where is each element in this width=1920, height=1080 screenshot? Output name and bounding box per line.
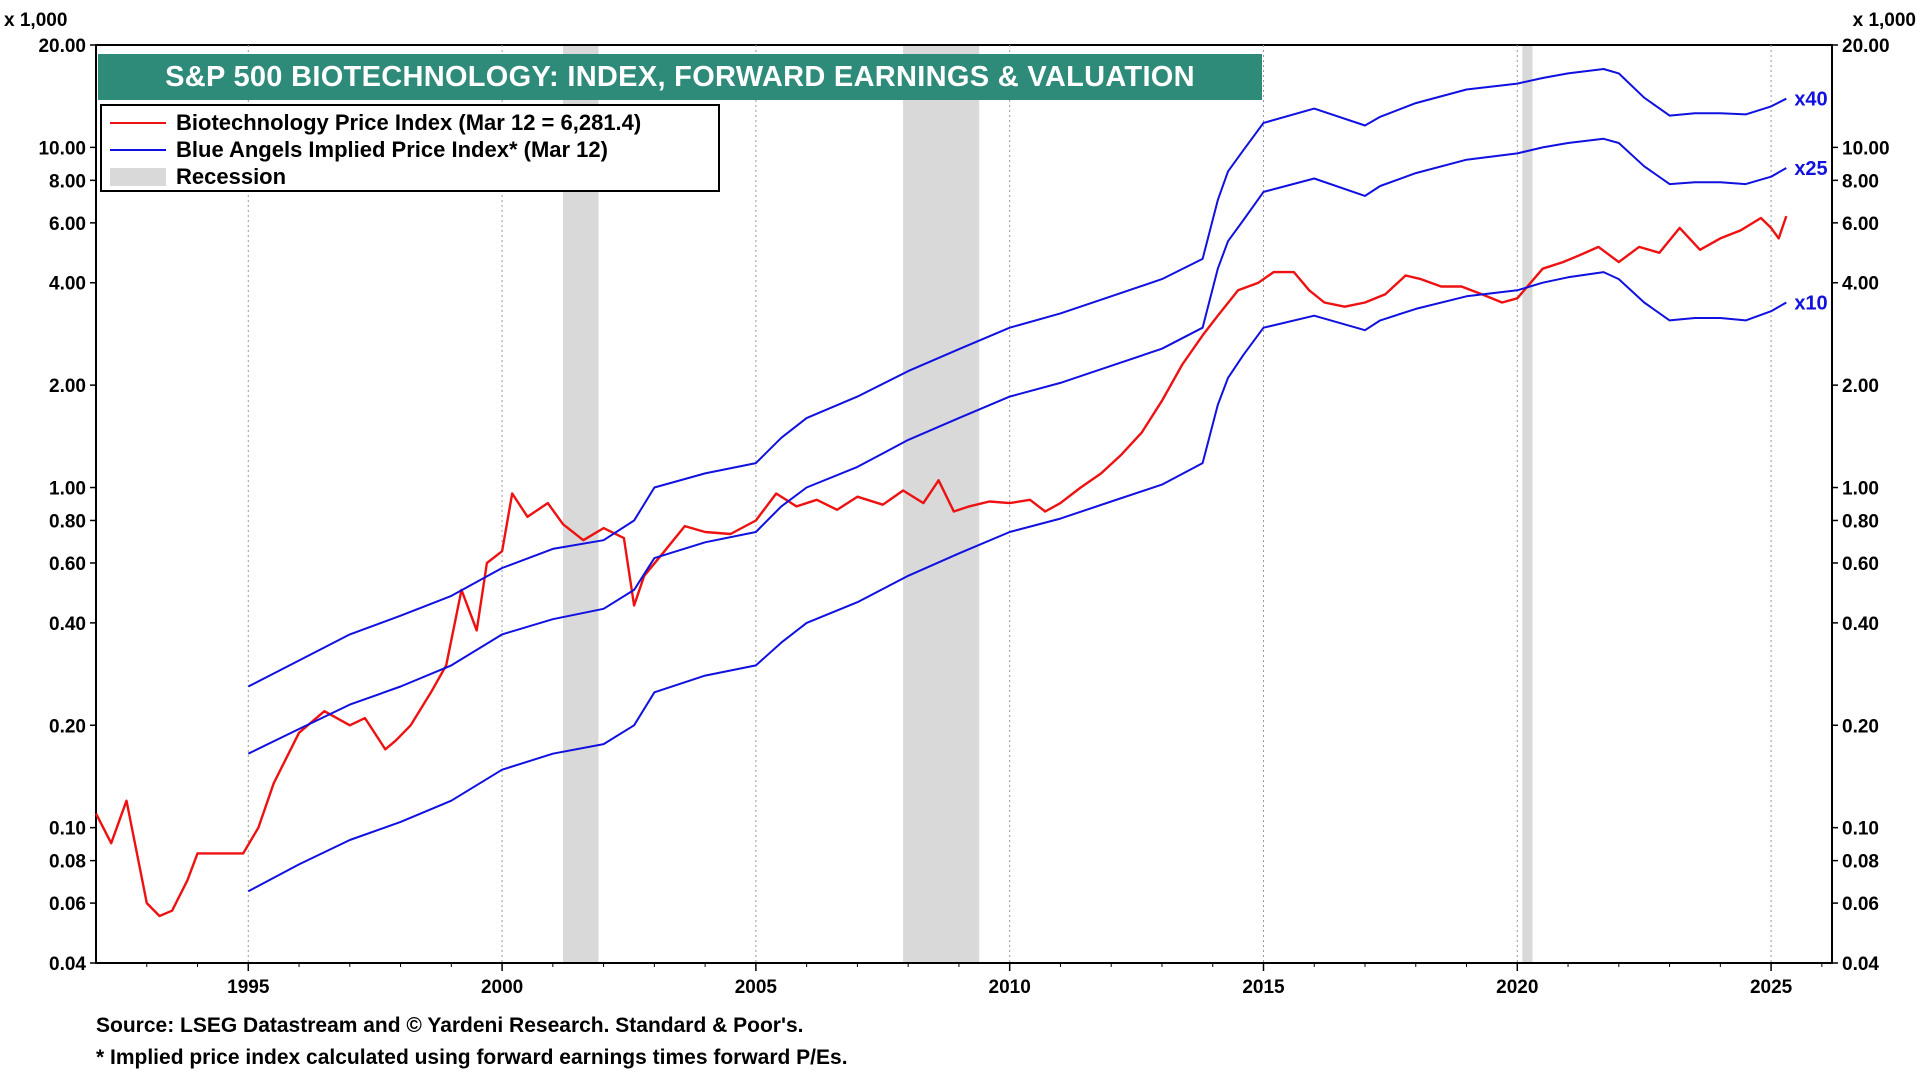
y-tick-label-left: 8.00 [49, 171, 86, 192]
implied-index-note: * Implied price index calculated using f… [96, 1046, 848, 1069]
y-tick-label-left: 0.20 [49, 716, 86, 737]
y-tick-label-left: 20.00 [38, 36, 86, 57]
x-tick-label: 2000 [481, 977, 523, 998]
multiple-label-x40: x40 [1794, 89, 1827, 111]
legend-swatch-gray-box [110, 167, 166, 186]
y-tick-label-right: 6.00 [1842, 214, 1879, 235]
legend-item-implied-index: Blue Angels Implied Price Index* (Mar 12… [110, 136, 710, 163]
y-unit-label-left: x 1,000 [4, 10, 67, 31]
x-tick-label: 2020 [1496, 977, 1538, 998]
x-tick-label: 2005 [735, 977, 778, 998]
y-tick-label-right: 0.08 [1842, 852, 1879, 873]
series-lines [94, 68, 1788, 918]
y-tick-label-right: 20.00 [1842, 36, 1890, 57]
y-tick-label-left: 1.00 [49, 479, 86, 500]
implied-index-line-x25 [247, 137, 1787, 755]
legend-swatch-red-line [110, 121, 166, 124]
y-tick-label-left: 0.80 [49, 511, 86, 532]
y-tick-label-left: 2.00 [49, 376, 86, 397]
price-index-line [94, 215, 1788, 918]
legend-item-price-index: Biotechnology Price Index (Mar 12 = 6,28… [110, 109, 710, 136]
chart-title: S&P 500 BIOTECHNOLOGY: INDEX, FORWARD EA… [98, 54, 1262, 100]
y-tick-label-right: 0.80 [1842, 511, 1879, 532]
y-tick-label-left: 6.00 [49, 214, 86, 235]
y-tick-label-right: 2.00 [1842, 376, 1879, 397]
y-tick-label-left: 0.60 [49, 554, 86, 575]
multiple-label-x25: x25 [1794, 158, 1827, 180]
legend-swatch-blue-line [110, 148, 166, 151]
implied-index-line-x10 [247, 271, 1787, 893]
legend-label: Recession [176, 163, 287, 189]
y-tick-label-right: 10.00 [1842, 138, 1890, 159]
x-axis-ticks: 1995 2000 2005 2010 2015 2020 2025 [146, 963, 1823, 998]
legend-label: Blue Angels Implied Price Index* (Mar 12… [176, 136, 608, 162]
y-tick-label-right: 0.06 [1842, 894, 1879, 915]
recession-band [1522, 45, 1533, 963]
y-tick-label-left: 0.04 [49, 954, 86, 975]
y-tick-label-right: 1.00 [1842, 479, 1879, 500]
y-tick-label-right: 0.10 [1842, 819, 1879, 840]
y-tick-label-left: 0.06 [49, 894, 86, 915]
y-axis-ticks: 0.04 0.04 0.06 0.06 0.08 0.08 0.10 0.10 0.20 0.20… [38, 36, 1889, 975]
plot-area-frame [95, 44, 1833, 964]
recession-band [903, 45, 980, 963]
recession-bands [562, 45, 1533, 963]
y-tick-label-right: 4.00 [1842, 274, 1879, 295]
y-tick-label-left: 0.08 [49, 852, 86, 873]
x-tick-label: 1995 [227, 977, 270, 998]
legend-item-recession: Recession [110, 163, 710, 190]
source-note: Source: LSEG Datastream and © Yardeni Re… [96, 1014, 804, 1037]
implied-index-line-x40 [247, 68, 1787, 688]
legend-label: Biotechnology Price Index (Mar 12 = 6,28… [176, 109, 642, 135]
multiple-label-x10: x10 [1794, 292, 1827, 314]
y-tick-label-right: 0.20 [1842, 716, 1879, 737]
legend: Biotechnology Price Index (Mar 12 = 6,28… [100, 104, 720, 192]
y-tick-label-right: 8.00 [1842, 171, 1879, 192]
y-tick-label-right: 0.60 [1842, 554, 1879, 575]
y-unit-label-right: x 1,000 [1853, 10, 1916, 31]
multiple-labels: x40 x25 x10 [1794, 89, 1827, 315]
x-grid-lines [247, 45, 1772, 963]
x-tick-label: 2010 [989, 977, 1031, 998]
y-tick-label-right: 0.40 [1842, 614, 1879, 635]
recession-band [562, 45, 599, 963]
y-tick-label-left: 4.00 [49, 274, 86, 295]
x-tick-label: 2015 [1242, 977, 1285, 998]
y-tick-label-left: 0.10 [49, 819, 86, 840]
y-tick-label-right: 0.04 [1842, 954, 1879, 975]
y-tick-label-left: 0.40 [49, 614, 86, 635]
x-tick-label: 2025 [1750, 977, 1793, 998]
y-tick-label-left: 10.00 [38, 138, 86, 159]
